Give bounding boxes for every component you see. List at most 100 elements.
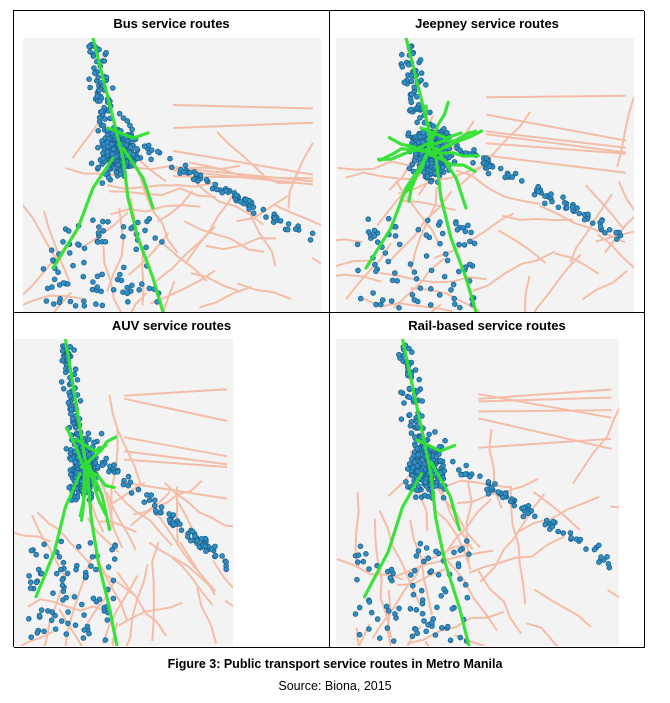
stop-point [409,633,416,640]
stop-point [388,566,395,573]
stop-point [106,468,112,475]
stop-point [212,552,219,559]
stop-point [464,538,470,544]
stop-point [72,366,79,373]
road-line [371,555,427,639]
map-svg [336,38,634,312]
stop-point [110,595,117,602]
stop-point [141,143,148,149]
stop-point [368,609,375,616]
stop-point [417,285,424,292]
stop-point [92,460,99,466]
stop-point [125,298,131,305]
road-line [392,257,445,309]
stop-point [391,270,398,276]
stop-point [135,486,142,493]
stop-point [81,627,87,633]
stop-point [128,490,135,496]
stop-point [365,229,372,235]
route-line [64,426,88,474]
road-line [163,243,208,283]
stop-point [146,497,153,504]
stop-point [613,236,620,243]
stop-point [414,93,420,100]
stop-point [95,164,101,171]
stop-point [416,376,422,383]
road-line [488,428,503,509]
stop-point [90,595,97,602]
stop-point [40,266,47,272]
road-line [237,282,292,301]
stop-point [80,635,87,641]
stop-point [448,287,454,293]
stop-point [146,216,153,222]
stop-point [453,220,459,227]
stop-point [67,393,73,399]
stop-point [89,554,96,560]
stop-point [49,257,56,263]
stop-point [423,253,430,259]
road-layer [336,388,619,646]
stop-point [90,217,96,224]
stop-point [48,247,55,254]
stop-point [99,180,106,186]
stop-point [379,297,386,303]
stop-point [118,277,125,284]
road-line [409,186,438,270]
route-line [63,339,119,646]
stop-point [433,548,439,555]
road-line [485,130,627,149]
stop-point [109,546,115,553]
stop-point [568,535,575,541]
stop-point [440,463,446,469]
road-line [189,161,296,184]
stop-point [423,545,430,551]
stop-point [93,598,100,605]
road-line [443,498,492,555]
stop-point [105,219,111,225]
stop-point [589,220,596,227]
stop-point [27,579,34,586]
stop-point [100,228,107,234]
stop-point [383,603,390,610]
road-line [113,489,174,547]
stop-point [417,133,423,140]
road-line [424,640,430,646]
road-line [123,397,228,422]
route-line [429,129,478,147]
stop-point [373,268,379,275]
stop-point [421,558,427,565]
route-layer [34,339,119,646]
road-line [478,437,612,449]
road-line [170,556,214,606]
stop-point [271,215,278,221]
road-line [95,556,128,621]
stop-point [414,298,421,305]
stop-point [462,582,469,588]
stop-point [190,176,197,183]
stop-point [65,228,72,234]
stop-point [385,215,392,222]
stop-point [437,219,443,225]
stop-point [467,238,473,245]
stop-point [357,543,364,550]
route-line [362,471,424,599]
road-line [409,519,433,616]
stop-point [525,510,531,517]
stop-point [471,147,477,153]
road-line [355,627,360,646]
stop-point [406,461,413,467]
stop-point [100,122,107,129]
stop-point [435,572,442,578]
stop-point [463,462,469,469]
stop-point [95,144,101,151]
stop-layer [354,43,624,311]
stop-point [155,148,161,155]
stop-point [398,416,405,422]
stop-point [470,160,476,166]
road-line [345,171,418,181]
stop-point [421,169,427,176]
route-layer [362,339,471,646]
stop-point [127,122,133,129]
stop-point [414,445,420,452]
